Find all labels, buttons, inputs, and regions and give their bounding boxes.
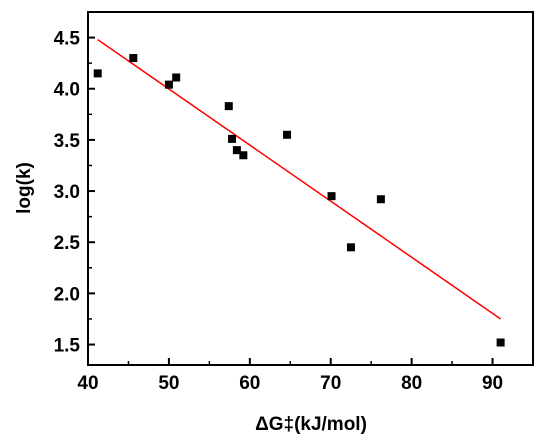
y-tick-label: 4.5	[54, 29, 81, 50]
data-point	[283, 130, 292, 139]
data-point	[129, 54, 138, 63]
data-series	[93, 39, 505, 347]
data-point	[172, 73, 181, 82]
x-tick-label: 50	[158, 373, 179, 394]
y-axis-ticks: 1.5 2.0 2.5 3.0 3.5 4.0 4.5	[54, 29, 95, 357]
y-tick-label: 2.5	[54, 233, 81, 254]
y-tick-label: 2.0	[54, 284, 80, 305]
x-tick-label: 80	[401, 373, 422, 394]
linear-fit-line	[97, 39, 502, 320]
data-point	[239, 151, 248, 160]
data-point	[93, 69, 102, 78]
y-tick-label: 3.0	[54, 182, 80, 203]
plot-frame	[87, 11, 534, 366]
data-point	[228, 134, 237, 143]
x-axis-ticks: 40 50 60 70 80 90	[77, 358, 503, 394]
x-tick-label: 40	[77, 373, 98, 394]
x-tick-label: 70	[320, 373, 341, 394]
y-tick-label: 4.0	[54, 80, 80, 101]
data-point	[496, 338, 505, 347]
data-point	[327, 192, 336, 201]
data-point	[232, 146, 241, 155]
y-tick-label: 1.5	[54, 336, 81, 357]
x-axis-title: ΔG‡(kJ/mol)	[255, 414, 367, 435]
y-tick-label: 3.5	[54, 131, 81, 152]
x-tick-label: 90	[482, 373, 503, 394]
data-point	[376, 195, 385, 204]
data-point	[224, 102, 233, 111]
data-point	[164, 80, 173, 89]
data-point	[346, 243, 355, 252]
y-axis-title: log(k)	[14, 162, 35, 214]
x-tick-label: 60	[239, 373, 260, 394]
